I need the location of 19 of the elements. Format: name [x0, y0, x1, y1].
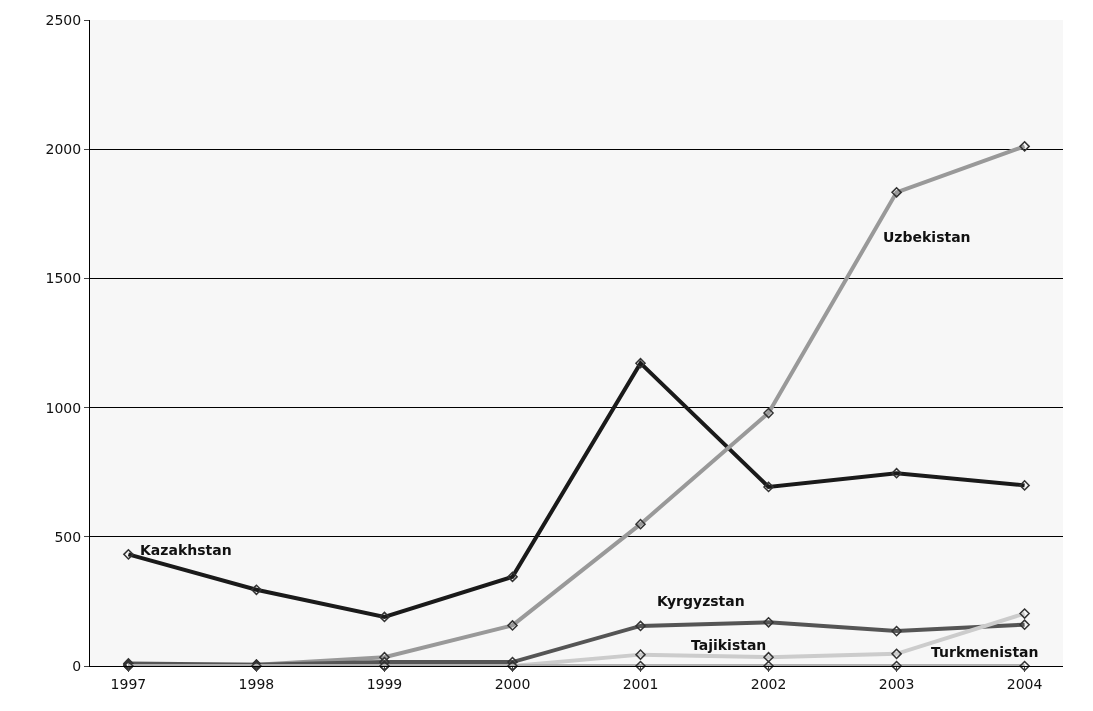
x-tick-label: 1997: [110, 675, 147, 692]
series-label: Kyrgyzstan: [657, 593, 745, 609]
x-tick-label: 2002: [750, 675, 787, 692]
x-tick-label: 2004: [1006, 675, 1043, 692]
x-tick-label: 1998: [238, 675, 275, 692]
y-tick-label: 2000: [45, 141, 82, 158]
x-tick-label: 2001: [622, 675, 659, 692]
series-label: Turkmenistan: [931, 644, 1039, 660]
series-label: Uzbekistan: [883, 229, 971, 245]
y-tick-label: 2500: [45, 11, 82, 28]
series-label: Kazakhstan: [140, 542, 232, 558]
x-tick-label: 2003: [878, 675, 915, 692]
y-tick-label: 0: [72, 657, 82, 674]
x-tick-label: 1999: [366, 675, 403, 692]
series-label: Tajikistan: [691, 637, 767, 653]
y-tick-label: 1000: [45, 399, 82, 416]
y-tick-label: 500: [54, 528, 82, 545]
y-tick-label: 1500: [45, 270, 82, 287]
x-tick-label: 2000: [494, 675, 531, 692]
